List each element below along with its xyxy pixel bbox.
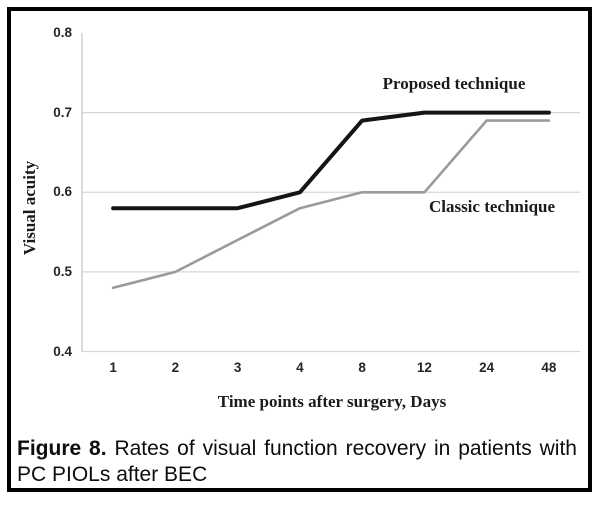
y-tick-label-0.7: 0.7 [53, 104, 72, 120]
caption-text: Rates of visual function recovery in pat… [17, 437, 577, 486]
y-tick-label-0.5: 0.5 [53, 263, 72, 279]
y-tick-label-0.6: 0.6 [53, 184, 72, 200]
y-tick-label-0.4: 0.4 [53, 343, 72, 359]
caption-figure-number: Figure 8. [17, 437, 107, 460]
figure-caption: Figure 8. Rates of visual function recov… [17, 436, 577, 488]
x-tick-label-24: 24 [479, 360, 495, 375]
x-axis-title: Time points after surgery, Days [217, 392, 447, 411]
x-tick-label-12: 12 [416, 360, 432, 375]
x-tick-label-8: 8 [358, 360, 366, 375]
y-axis-title: Visual acuity [20, 160, 39, 256]
y-tick-label-0.8: 0.8 [53, 25, 72, 40]
series-label-0: Proposed technique [382, 74, 526, 93]
series-label-1: Classic technique [428, 197, 556, 216]
x-tick-label-1: 1 [109, 360, 117, 375]
x-tick-label-4: 4 [296, 360, 304, 375]
x-tick-label-2: 2 [171, 360, 180, 375]
x-tick-label-48: 48 [541, 360, 557, 375]
x-tick-label-3: 3 [233, 360, 242, 375]
